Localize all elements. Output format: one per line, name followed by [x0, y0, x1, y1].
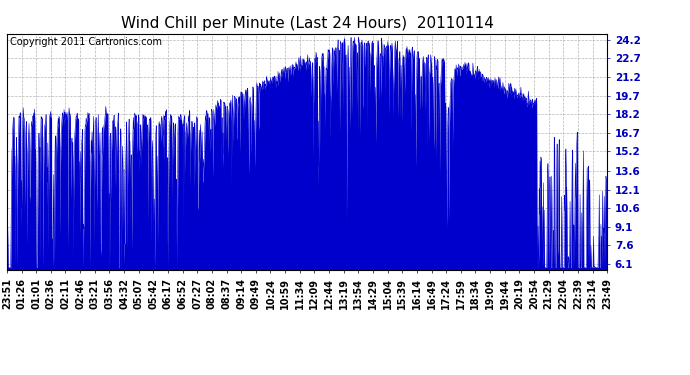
Title: Wind Chill per Minute (Last 24 Hours)  20110114: Wind Chill per Minute (Last 24 Hours) 20…: [121, 16, 493, 31]
Text: Copyright 2011 Cartronics.com: Copyright 2011 Cartronics.com: [10, 37, 162, 47]
